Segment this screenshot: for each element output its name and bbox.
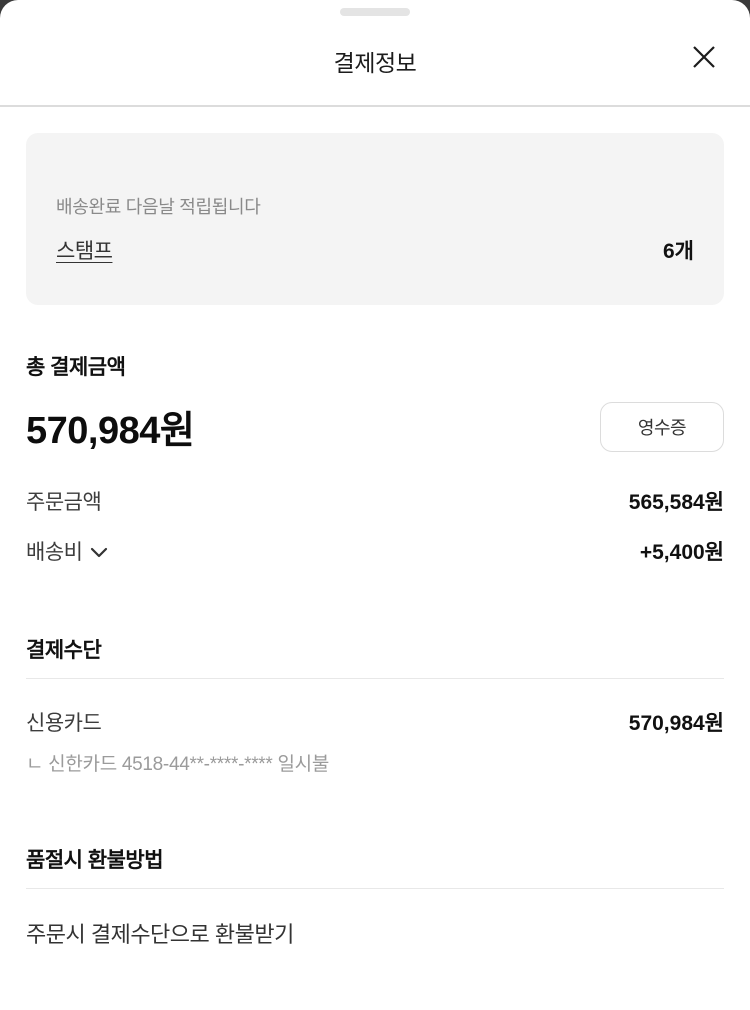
page-title: 결제정보: [333, 50, 417, 76]
card-detail-text: ㄴ 신한카드 4518-44**-****-**** 일시불: [26, 754, 330, 775]
stamp-row: 스탬프 6개: [56, 235, 694, 265]
close-icon: [689, 42, 719, 75]
refund-method-section: 품절시 환불방법 주문시 결제수단으로 환불받기: [26, 844, 724, 949]
stamp-reward-box: 배송완료 다음날 적립됩니다 스탬프 6개: [26, 133, 724, 305]
drag-handle[interactable]: [340, 8, 410, 16]
delivery-fee-row[interactable]: 배송비 +5,400원: [26, 536, 724, 566]
delivery-fee-label: 배송비: [26, 541, 83, 564]
refund-method-heading: 품절시 환불방법: [26, 849, 164, 872]
receipt-button[interactable]: 영수증: [600, 401, 724, 452]
payment-method-heading: 결제수단: [26, 639, 102, 662]
section-divider: [26, 888, 724, 889]
payment-method-amount: 570,984원: [628, 712, 724, 735]
order-amount-row: 주문금액 565,584원: [26, 486, 724, 516]
total-amount-row: 570,984원 영수증: [26, 399, 724, 454]
stamp-count: 6개: [663, 240, 694, 263]
payment-method-section: 결제수단 신용카드 570,984원 ㄴ 신한카드 4518-44**-****…: [26, 634, 724, 776]
order-amount-value: 565,584원: [628, 491, 724, 514]
delivery-fee-value: +5,400원: [639, 541, 724, 564]
total-amount: 570,984원: [26, 410, 195, 452]
payment-method-name: 신용카드: [26, 712, 102, 735]
order-amount-label: 주문금액: [26, 491, 102, 514]
stamp-notice-text: 배송완료 다음날 적립됩니다: [56, 197, 261, 217]
stamp-label[interactable]: 스탬프: [56, 240, 113, 263]
chevron-down-icon: [90, 547, 108, 559]
refund-method-description: 주문시 결제수단으로 환불받기: [26, 922, 294, 947]
payment-method-row: 신용카드 570,984원: [26, 707, 724, 737]
sheet-header: 결제정보: [0, 0, 750, 107]
sheet-content: 배송완료 다음날 적립됩니다 스탬프 6개 총 결제금액 570,984원 영수…: [0, 133, 750, 949]
total-payment-heading: 총 결제금액: [26, 356, 126, 379]
section-divider: [26, 678, 724, 679]
close-button[interactable]: [684, 38, 724, 78]
cost-breakdown: 주문금액 565,584원 배송비 +5,400원: [26, 486, 724, 566]
